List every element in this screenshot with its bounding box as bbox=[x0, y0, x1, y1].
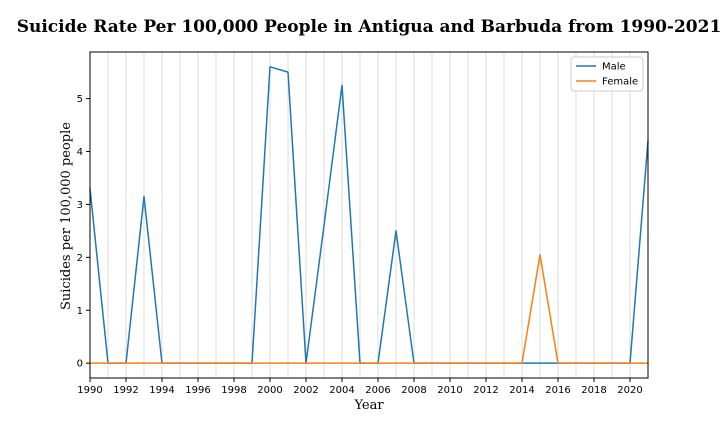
series-line-male bbox=[89, 66, 649, 364]
x-tick-label: 2004 bbox=[329, 385, 354, 396]
series-layer bbox=[89, 66, 649, 364]
chart-title: Suicide Rate Per 100,000 People in Antig… bbox=[17, 17, 720, 37]
y-axis-label: Suicides per 100,000 people bbox=[59, 122, 74, 310]
legend-label: Female bbox=[602, 77, 638, 88]
x-tick-label: 2002 bbox=[293, 385, 318, 396]
x-tick-label: 1998 bbox=[221, 385, 246, 396]
y-tick-label: 0 bbox=[77, 359, 83, 370]
series-line-female bbox=[90, 253, 648, 364]
y-tick-label: 1 bbox=[77, 306, 83, 317]
x-tick-label: 2020 bbox=[617, 385, 642, 396]
x-tick-label: 2010 bbox=[437, 385, 462, 396]
legend: Male Female bbox=[570, 56, 644, 92]
x-tick-label: 1992 bbox=[113, 385, 138, 396]
x-axis: 1990 1992 1994 1996 1998 2000 2002 2004 2006 2008… bbox=[77, 378, 643, 396]
x-tick-label: 2000 bbox=[257, 385, 282, 396]
x-tick-label: 2006 bbox=[365, 385, 390, 396]
x-tick-label: 2018 bbox=[581, 385, 606, 396]
x-tick-label: 2014 bbox=[509, 385, 534, 396]
x-tick-label: 1994 bbox=[149, 385, 174, 396]
x-tick-label: 2008 bbox=[401, 385, 426, 396]
y-axis: 0 1 2 3 4 5 bbox=[77, 94, 90, 370]
x-tick-label: 2012 bbox=[473, 385, 498, 396]
x-tick-label: 1996 bbox=[185, 385, 210, 396]
legend-label: Male bbox=[602, 62, 626, 73]
x-axis-label: Year bbox=[353, 398, 384, 413]
x-tick-label: 1990 bbox=[77, 385, 102, 396]
y-tick-label: 4 bbox=[77, 147, 83, 158]
y-tick-label: 3 bbox=[77, 200, 83, 211]
x-tick-label: 2016 bbox=[545, 385, 570, 396]
plot-frame bbox=[89, 51, 649, 379]
gridlines bbox=[89, 52, 649, 378]
y-tick-label: 2 bbox=[77, 253, 83, 264]
y-tick-label: 5 bbox=[77, 94, 83, 105]
